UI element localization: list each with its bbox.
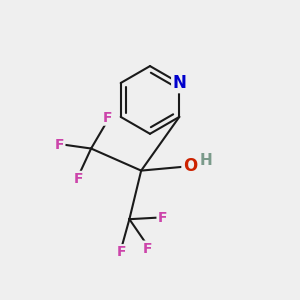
Text: F: F — [143, 242, 152, 256]
Text: F: F — [74, 172, 83, 186]
Text: O: O — [183, 157, 197, 175]
Text: F: F — [116, 245, 126, 259]
Text: H: H — [200, 153, 212, 168]
Text: F: F — [158, 211, 167, 225]
Text: F: F — [55, 138, 64, 152]
Text: N: N — [172, 74, 186, 92]
Text: F: F — [103, 111, 112, 124]
